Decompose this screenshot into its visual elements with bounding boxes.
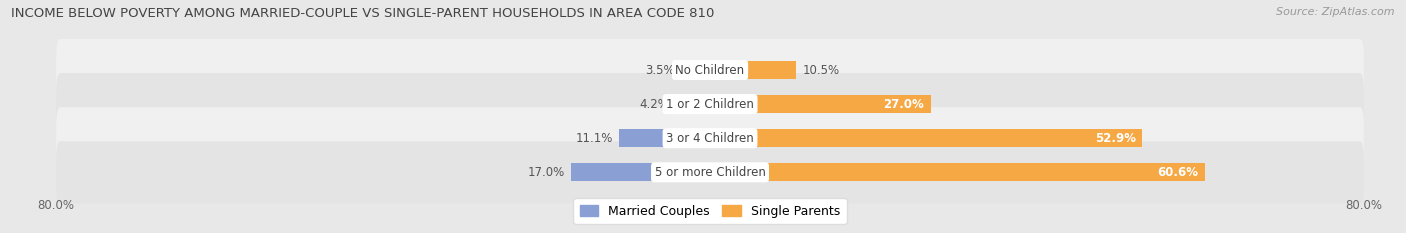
FancyBboxPatch shape	[56, 39, 1364, 101]
Text: No Children: No Children	[675, 64, 745, 76]
Bar	[710, 129, 1142, 147]
Text: 11.1%: 11.1%	[575, 132, 613, 145]
Text: Source: ZipAtlas.com: Source: ZipAtlas.com	[1277, 7, 1395, 17]
Bar	[710, 163, 1205, 181]
Bar	[710, 95, 931, 113]
Text: 3.5%: 3.5%	[645, 64, 675, 76]
Bar	[676, 95, 710, 113]
Text: 17.0%: 17.0%	[527, 166, 565, 179]
Text: 1 or 2 Children: 1 or 2 Children	[666, 98, 754, 111]
Bar	[571, 163, 710, 181]
Text: 10.5%: 10.5%	[803, 64, 839, 76]
FancyBboxPatch shape	[56, 73, 1364, 135]
Text: 60.6%: 60.6%	[1157, 166, 1199, 179]
Bar	[619, 129, 710, 147]
Text: 5 or more Children: 5 or more Children	[655, 166, 765, 179]
Text: 52.9%: 52.9%	[1095, 132, 1136, 145]
Bar	[710, 61, 796, 79]
Text: 27.0%: 27.0%	[883, 98, 924, 111]
FancyBboxPatch shape	[56, 107, 1364, 169]
Legend: Married Couples, Single Parents: Married Couples, Single Parents	[574, 199, 846, 224]
Text: 3 or 4 Children: 3 or 4 Children	[666, 132, 754, 145]
Text: INCOME BELOW POVERTY AMONG MARRIED-COUPLE VS SINGLE-PARENT HOUSEHOLDS IN AREA CO: INCOME BELOW POVERTY AMONG MARRIED-COUPL…	[11, 7, 714, 20]
FancyBboxPatch shape	[56, 141, 1364, 203]
Bar	[682, 61, 710, 79]
Text: 4.2%: 4.2%	[640, 98, 669, 111]
